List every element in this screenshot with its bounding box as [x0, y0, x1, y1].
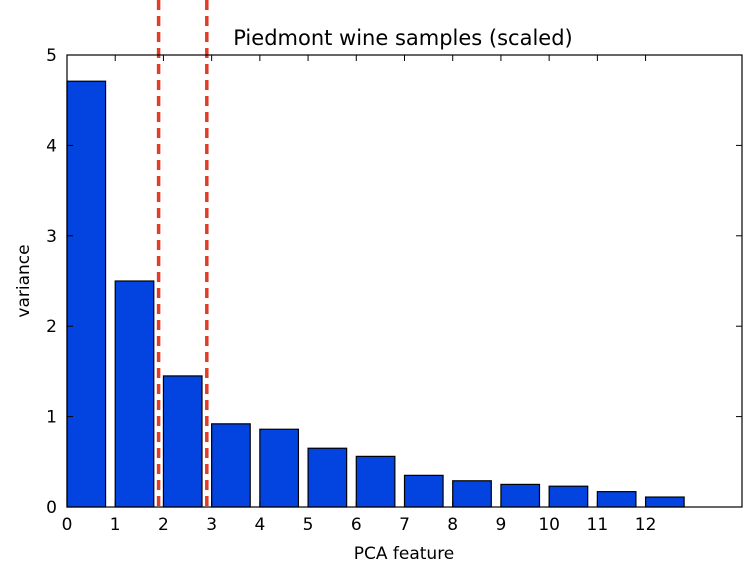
y-tick-label: 4: [46, 136, 57, 156]
y-tick-label: 0: [46, 498, 57, 518]
x-tick-label: 12: [635, 515, 657, 535]
x-tick-label: 8: [447, 515, 458, 535]
bar-4: [259, 428, 300, 508]
bar-10: [548, 485, 589, 508]
bar-7: [403, 474, 444, 508]
bar-8: [452, 480, 492, 508]
y-axis-label: variance: [14, 244, 34, 317]
x-tick-label: 10: [538, 515, 560, 535]
bar-9: [500, 483, 541, 508]
y-tick-label: 3: [46, 227, 57, 247]
bar-6: [355, 455, 396, 508]
x-tick-label: 2: [158, 515, 169, 535]
x-tick-label: 9: [496, 515, 507, 535]
chart-title: Piedmont wine samples (scaled): [233, 26, 573, 50]
y-tick-label: 5: [46, 46, 57, 66]
y-tick-label: 2: [46, 317, 57, 337]
y-tick-label: 1: [46, 408, 57, 428]
x-tick-label: 3: [206, 515, 217, 535]
reference-lines-layer: [156, 0, 209, 507]
bar-2: [162, 375, 203, 508]
bar-1: [114, 280, 155, 508]
bar-12: [644, 496, 685, 508]
bar-0: [66, 80, 107, 508]
bar-3: [211, 423, 251, 508]
bar-5: [307, 447, 348, 508]
x-tick-label: 0: [62, 515, 73, 535]
x-tick-label: 5: [303, 515, 314, 535]
bars-layer: [66, 80, 685, 508]
x-tick-label: 1: [110, 515, 121, 535]
x-axis-label: PCA feature: [354, 544, 455, 564]
x-tick-label: 6: [351, 515, 362, 535]
bar-11: [596, 491, 637, 508]
x-tick-label: 4: [254, 515, 265, 535]
x-tick-label: 11: [587, 515, 609, 535]
x-tick-label: 7: [399, 515, 410, 535]
